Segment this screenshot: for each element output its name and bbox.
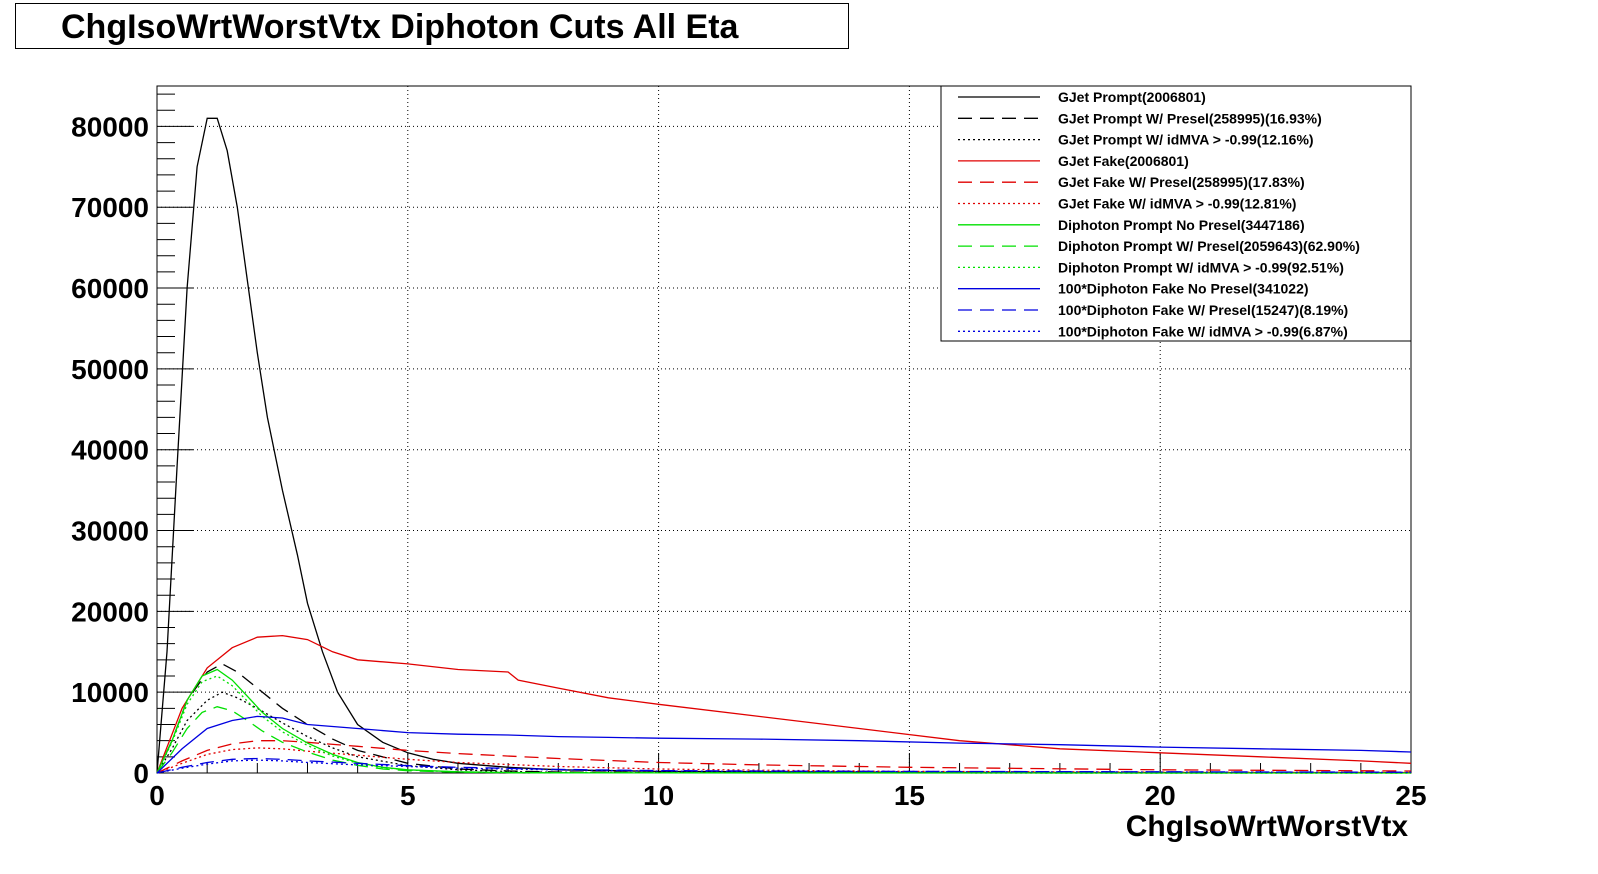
x-tick-label: 15 (894, 780, 925, 811)
y-tick-label: 20000 (71, 596, 149, 627)
x-axis-label: ChgIsoWrtWorstVtx (1126, 810, 1409, 843)
legend: GJet Prompt(2006801) GJet Prompt W/ Prese… (940, 85, 1412, 342)
series-line (156, 675, 1412, 774)
x-tick-label: 5 (400, 780, 416, 811)
y-tick-label: 70000 (71, 192, 149, 223)
series-line (156, 715, 1412, 774)
axis-tick-labels: 0 5 10 15 20 25 0 10000 20000 30000 40000 50000 6000… (71, 111, 1426, 811)
legend-label: GJet Prompt W/ Presel(258995)(16.93%) (1058, 110, 1322, 126)
legend-label: 100*Diphoton Fake No Presel(341022) (1058, 281, 1309, 297)
legend-label: GJet Fake W/ idMVA > -0.99(12.81%) (1058, 196, 1296, 212)
series-line (156, 740, 1412, 774)
y-tick-label: 0 (133, 758, 149, 789)
series-lines (156, 117, 1412, 774)
series-line (156, 634, 1412, 774)
y-tick-label: 60000 (71, 273, 149, 304)
chart-title: ChgIsoWrtWorstVtx Diphoton Cuts All Eta (61, 8, 739, 46)
series-line (156, 757, 1412, 774)
chart-title-box: ChgIsoWrtWorstVtx Diphoton Cuts All Eta (15, 3, 849, 49)
x-tick-label: 0 (149, 780, 165, 811)
y-tick-label: 40000 (71, 435, 149, 466)
legend-label: GJet Prompt W/ idMVA > -0.99(12.16%) (1058, 132, 1314, 148)
series-line (156, 747, 1412, 774)
legend-label: GJet Fake W/ Presel(258995)(17.83%) (1058, 174, 1305, 190)
legend-label: Diphoton Prompt W/ Presel(2059643)(62.90… (1058, 238, 1360, 254)
series-line (156, 663, 1412, 774)
y-tick-label: 50000 (71, 354, 149, 385)
legend-entries: GJet Prompt(2006801) GJet Prompt W/ Prese… (958, 89, 1360, 339)
legend-label: 100*Diphoton Fake W/ Presel(15247)(8.19%… (1058, 302, 1348, 318)
y-tick-label: 30000 (71, 516, 149, 547)
legend-label: Diphoton Prompt W/ idMVA > -0.99(92.51%) (1058, 259, 1344, 275)
legend-box (940, 85, 1412, 342)
x-tick-label: 20 (1145, 780, 1176, 811)
legend-label: GJet Prompt(2006801) (1058, 89, 1206, 105)
y-tick-label: 10000 (71, 677, 149, 708)
legend-label: Diphoton Prompt No Presel(3447186) (1058, 217, 1305, 233)
x-tick-label: 10 (643, 780, 674, 811)
legend-label: 100*Diphoton Fake W/ idMVA > -0.99(6.87%… (1058, 323, 1348, 339)
legend-label: GJet Fake(2006801) (1058, 153, 1189, 169)
x-tick-label: 25 (1395, 780, 1426, 811)
y-tick-label: 80000 (71, 111, 149, 142)
axis-ticks (156, 93, 1412, 774)
series-line (156, 759, 1412, 774)
series-line (156, 691, 1412, 774)
series-line (156, 668, 1412, 774)
